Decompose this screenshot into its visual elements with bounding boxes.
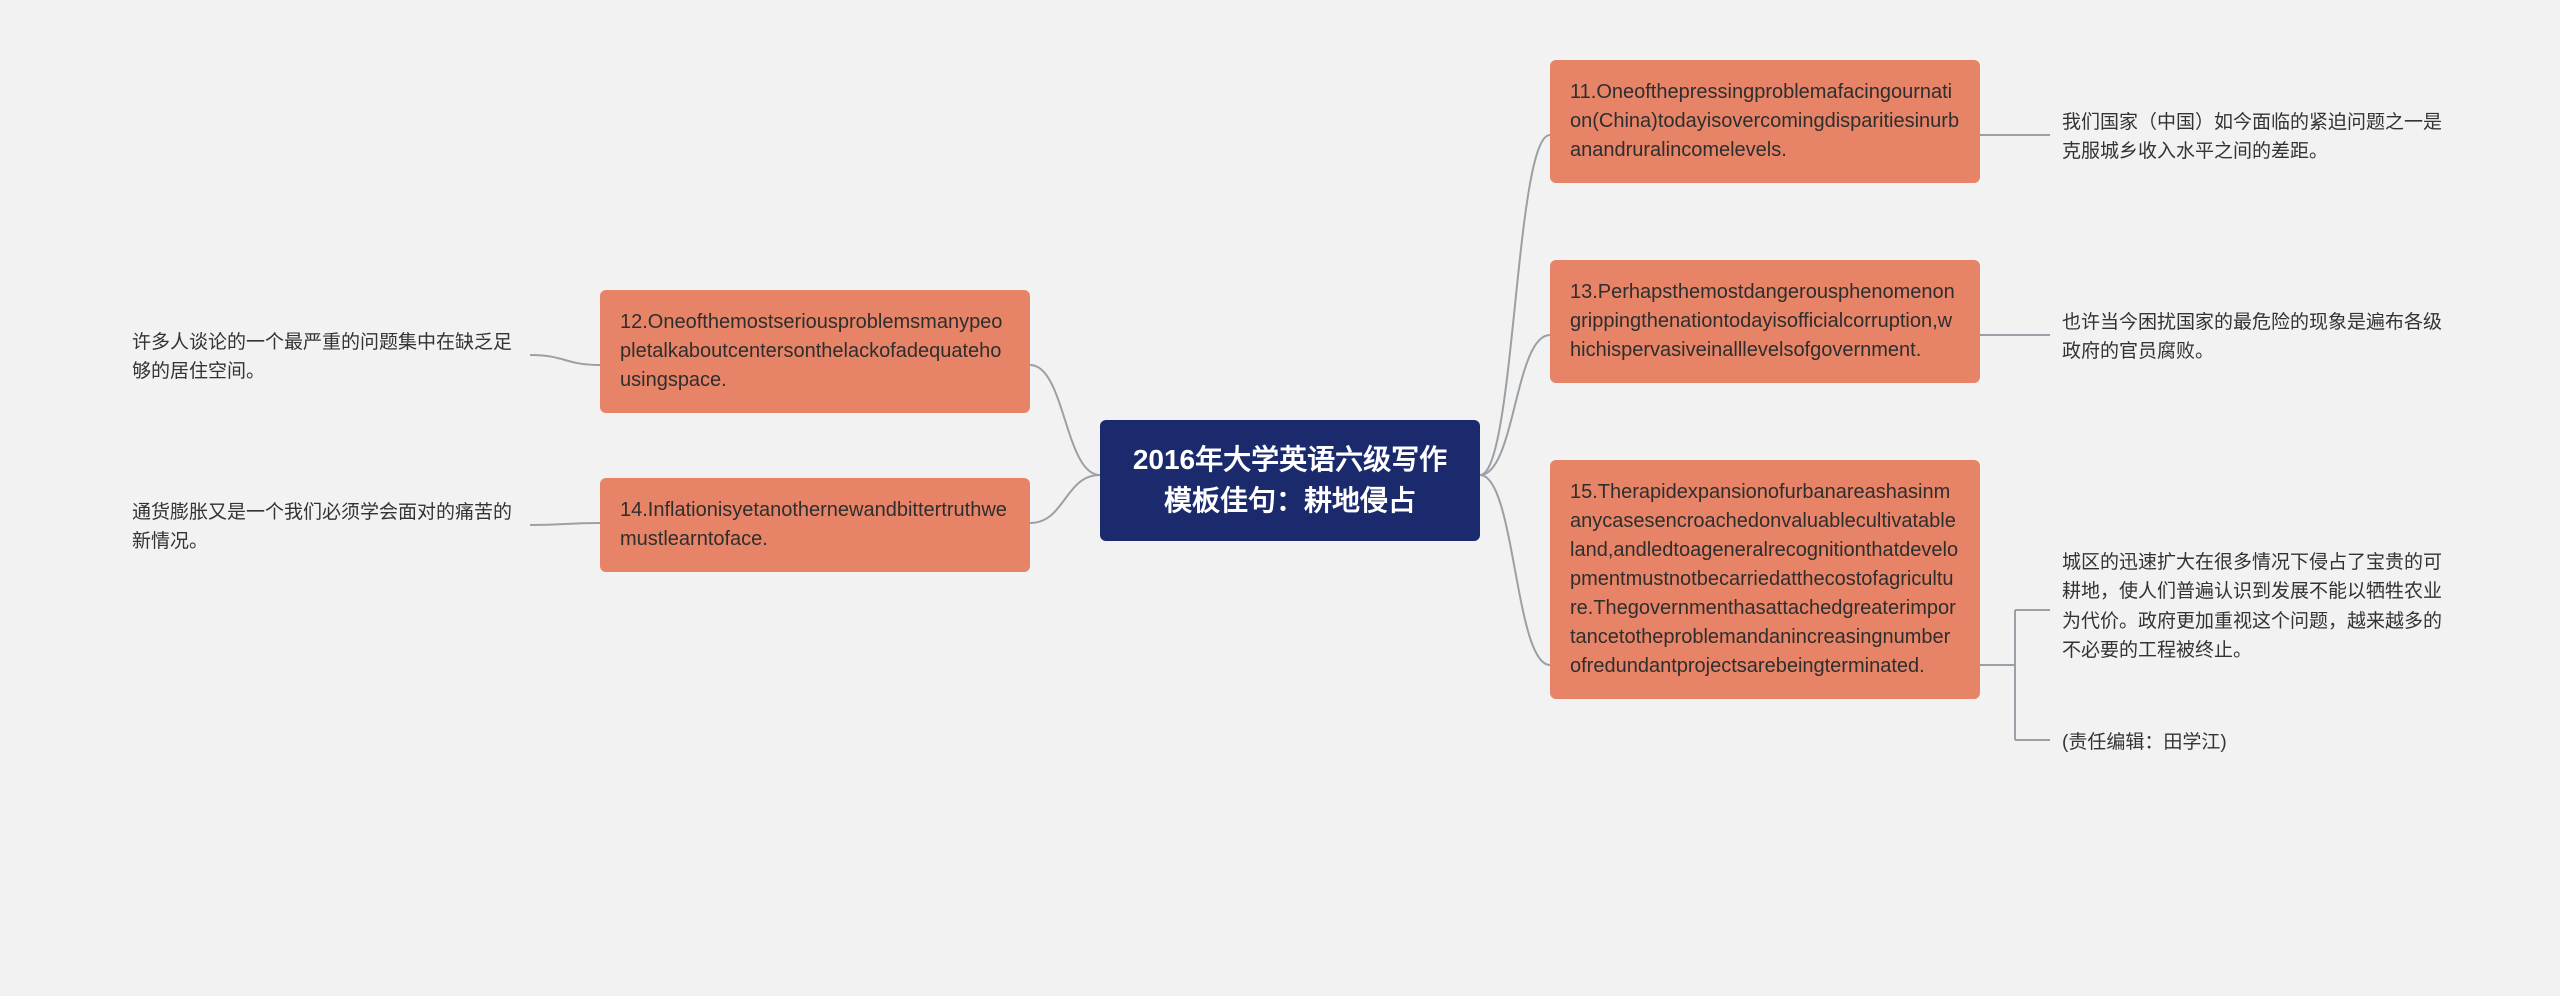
- node-l13: 也许当今困扰国家的最危险的现象是遍布各级政府的官员腐败。: [2050, 300, 2455, 375]
- node-l11: 我们国家（中国）如今面临的紧迫问题之一是克服城乡收入水平之间的差距。: [2050, 100, 2455, 175]
- node-l15a: 城区的迅速扩大在很多情况下侵占了宝贵的可耕地，使人们普遍认识到发展不能以牺牲农业…: [2050, 540, 2470, 674]
- center-node: 2016年大学英语六级写作模板佳句：耕地侵占: [1100, 420, 1480, 541]
- node-p13: 13.Perhapsthemostdangerousphenomenongrip…: [1550, 260, 1980, 383]
- node-l12: 许多人谈论的一个最严重的问题集中在缺乏足够的居住空间。: [120, 320, 530, 395]
- node-l14: 通货膨胀又是一个我们必须学会面对的痛苦的新情况。: [120, 490, 530, 565]
- node-p15: 15.Therapidexpansionofurbanareashasinman…: [1550, 460, 1980, 699]
- node-p12: 12.Oneofthemostseriousproblemsmanypeople…: [600, 290, 1030, 413]
- node-p11: 11.Oneofthepressingproblemafacingournati…: [1550, 60, 1980, 183]
- mindmap-stage: 2016年大学英语六级写作模板佳句：耕地侵占 12.Oneofthemostse…: [0, 0, 2560, 996]
- node-p14: 14.Inflationisyetanothernewandbittertrut…: [600, 478, 1030, 572]
- node-l15b: (责任编辑：田学江): [2050, 720, 2470, 765]
